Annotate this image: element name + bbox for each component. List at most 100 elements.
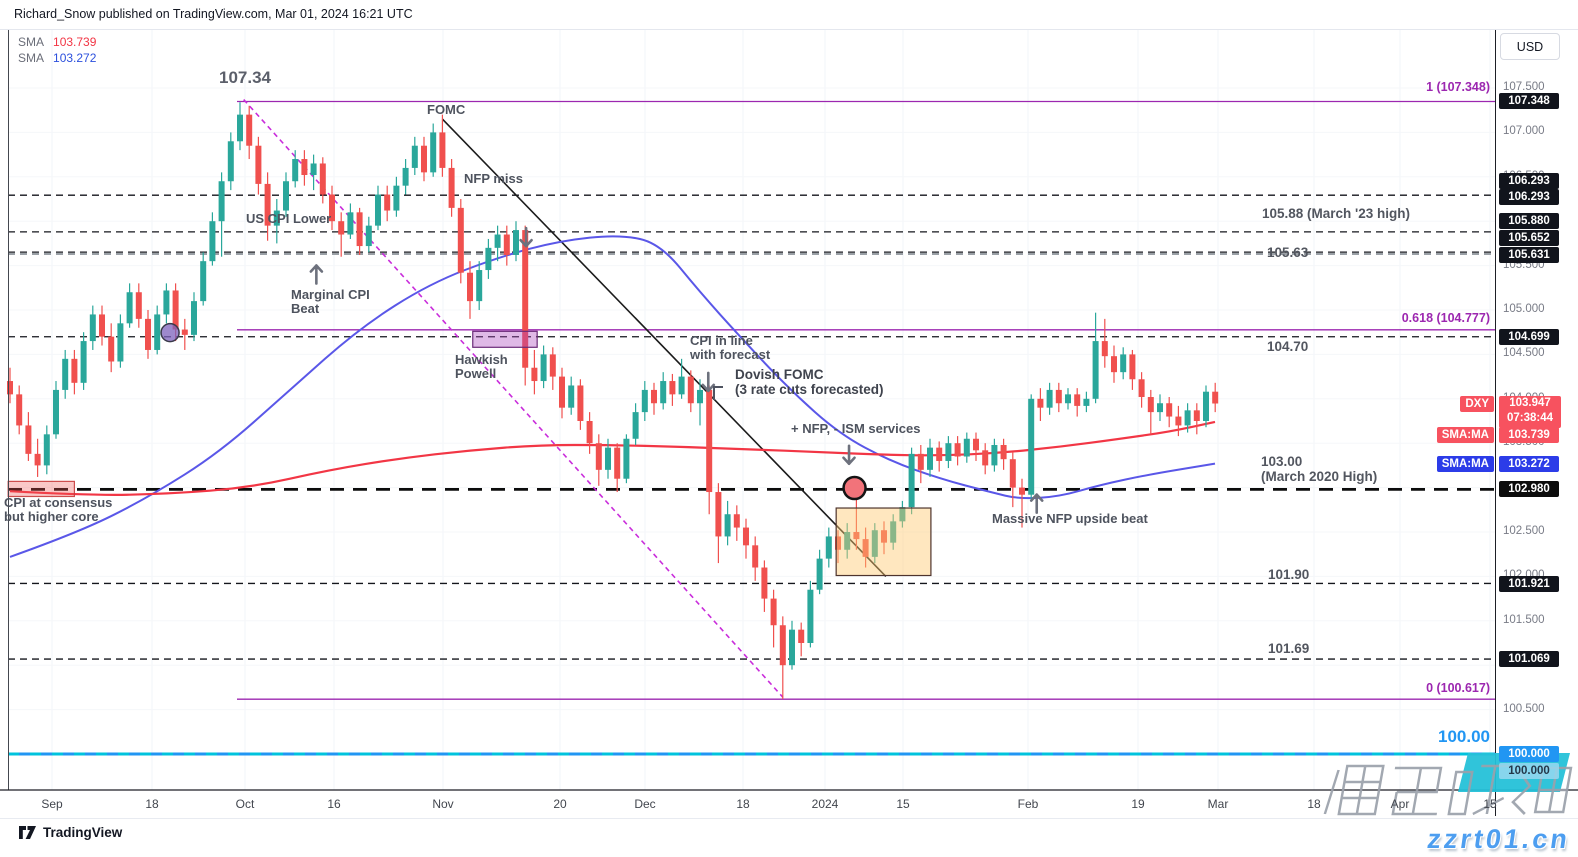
candle-body xyxy=(1037,398,1044,408)
candle-body xyxy=(770,598,777,626)
fib-label-0: 0 (100.617) xyxy=(1426,681,1490,695)
time-tick-label: 2024 xyxy=(811,797,839,811)
price-badge: 106.293 xyxy=(1499,189,1559,205)
candle-body xyxy=(917,453,924,470)
tradingview-attribution[interactable]: TradingView xyxy=(18,824,122,841)
annotation-massive-nfp: Massive NFP upside beat xyxy=(992,511,1148,526)
legend-sma-fast-value: 103.739 xyxy=(53,35,97,49)
candle-body xyxy=(467,272,473,302)
candle-body xyxy=(1129,354,1136,380)
candle-body xyxy=(595,443,602,470)
candle-body xyxy=(540,354,547,382)
candle-body xyxy=(172,290,179,330)
candle-body xyxy=(476,270,483,302)
candle-body xyxy=(1009,459,1016,488)
candle-body xyxy=(411,145,418,168)
bracket-icon xyxy=(713,386,723,400)
annotation-fomc: FOMC xyxy=(427,102,466,117)
candle-body xyxy=(264,183,271,226)
currency-button[interactable]: USD xyxy=(1500,33,1560,60)
candle-body xyxy=(724,514,731,537)
candle-body xyxy=(752,545,759,568)
time-scale[interactable]: Sep 18 Oct 16 Nov 20 Dec 18 2024 15 Feb 19 Mar 18 Apr 1… xyxy=(0,790,1578,818)
candle-body xyxy=(384,194,391,211)
legend-sma-slow[interactable]: SMA 103.272 xyxy=(18,51,96,65)
candle-body xyxy=(448,167,455,208)
level-label-10169: 101.69 xyxy=(1268,641,1310,656)
candle-body xyxy=(237,114,243,142)
candle-body xyxy=(494,234,501,248)
fib-label-0618: 0.618 (104.777) xyxy=(1401,311,1490,325)
candle-body xyxy=(1055,389,1062,404)
annotation-cpi-inline: CPI in line with forecast xyxy=(690,333,771,362)
sma-tag-fast: SMA:MA xyxy=(1436,427,1494,443)
price-scale[interactable]: USD 107.500107.000106.500106.000105.5001… xyxy=(1496,30,1578,812)
fib-label-1: 1 (107.348) xyxy=(1426,80,1490,94)
price-badge: 105.631 xyxy=(1499,247,1559,263)
time-scale-divider xyxy=(0,818,1578,819)
candle-body xyxy=(549,354,556,377)
price-badge: 107.348 xyxy=(1499,93,1559,109)
candle-body xyxy=(181,329,188,335)
up-arrow-icon xyxy=(309,264,324,285)
candle-body xyxy=(1101,341,1108,357)
candle-body xyxy=(1000,444,1007,460)
price-badge: 100.000 xyxy=(1499,763,1559,779)
candle-body xyxy=(945,443,952,461)
candle-body xyxy=(816,558,823,590)
annotation-marginal-cpi: Marginal CPI Beat xyxy=(291,287,370,316)
legend-sma-slow-value: 103.272 xyxy=(53,51,97,65)
time-tick-label: Apr xyxy=(1390,797,1410,811)
candle-body xyxy=(605,447,611,470)
candle-body xyxy=(393,185,400,211)
price-tick-label: 100.500 xyxy=(1503,702,1545,715)
time-tick-label: Nov xyxy=(432,797,454,811)
candle-body xyxy=(632,412,639,439)
candle-body xyxy=(218,181,225,222)
candle-body xyxy=(329,194,335,222)
candle-body xyxy=(641,389,648,413)
candle-body xyxy=(145,318,151,350)
legend-sma-fast[interactable]: SMA 103.739 xyxy=(18,35,96,49)
candle-body xyxy=(1193,410,1200,421)
candle-body xyxy=(687,376,694,404)
candle-body xyxy=(651,389,657,404)
candle-body xyxy=(927,447,933,470)
candle-body xyxy=(871,530,878,557)
candle-body xyxy=(706,389,713,493)
candle-body xyxy=(1157,403,1163,413)
tradingview-brand-text: TradingView xyxy=(43,825,123,840)
purple-circle-marker xyxy=(160,322,180,343)
down-arrow-icon xyxy=(842,444,856,466)
time-tick-label: Dec xyxy=(634,797,656,811)
candle-body xyxy=(660,381,667,404)
candle-body xyxy=(936,447,943,461)
sma-tag-slow: SMA:MA xyxy=(1436,456,1494,472)
candle-body xyxy=(1212,391,1219,404)
candle-body xyxy=(531,367,538,382)
candle-body xyxy=(586,421,593,444)
watermark-url: zzrt01.cn xyxy=(1425,824,1573,854)
candle-body xyxy=(623,438,630,479)
time-tick-label: 18 xyxy=(145,797,159,811)
candle-body xyxy=(209,221,216,262)
down-arrow-icon xyxy=(519,226,533,248)
candle-body xyxy=(43,434,50,466)
candle-body xyxy=(283,181,289,211)
price-badge: 104.699 xyxy=(1499,329,1559,345)
candle-body xyxy=(513,230,519,255)
candle-body xyxy=(375,194,381,226)
time-tick-label: 15 xyxy=(896,797,910,811)
candle-body xyxy=(457,207,464,273)
candle-body xyxy=(733,514,740,528)
symbol-tag-dxy: DXY xyxy=(1460,396,1494,412)
candle-body xyxy=(485,247,492,271)
last-price-badge: 103.947 07:38:44 xyxy=(1499,396,1561,428)
hawkish-zone-box xyxy=(472,330,538,348)
annotation-swing-high: 107.34 xyxy=(219,68,271,87)
candle-body xyxy=(844,532,851,550)
time-tick-label: 18 xyxy=(736,797,750,811)
price-tick-label: 105.000 xyxy=(1503,303,1545,315)
